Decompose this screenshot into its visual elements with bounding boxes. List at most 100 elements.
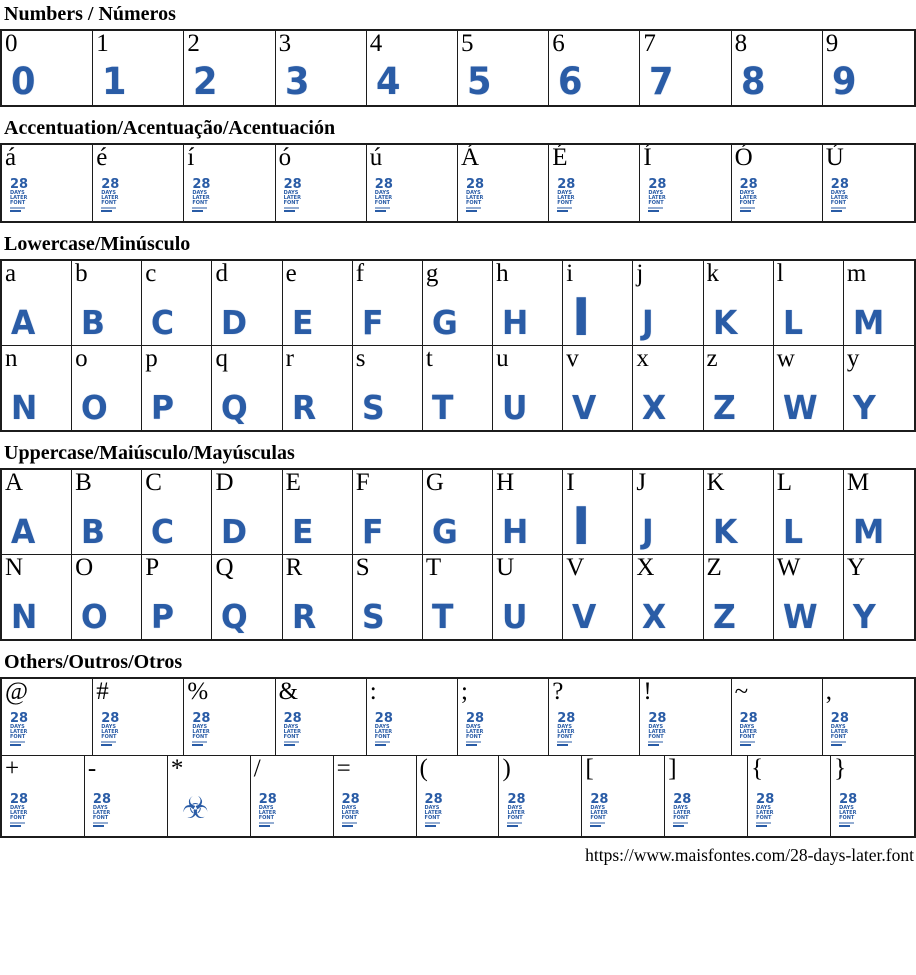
font-glyph: U — [502, 388, 528, 428]
logo-line-later: LATER — [590, 809, 608, 816]
font-glyph: 6 — [558, 59, 583, 103]
font-glyph: M — [852, 512, 885, 552]
logo-line-28: 28 — [756, 792, 775, 808]
logo-line-28: 28 — [341, 792, 360, 808]
plain-character: : — [369, 679, 377, 705]
placeholder-logo: 28 DAYS LATER FONT — [648, 711, 667, 746]
placeholder-logo: 28 DAYS LATER FONT — [557, 711, 576, 746]
plain-character: , — [825, 679, 833, 705]
logo-line-28: 28 — [10, 711, 29, 727]
logo-line-later: LATER — [10, 194, 28, 201]
logo-rule — [673, 822, 689, 824]
logo-line-later: LATER — [465, 194, 484, 201]
font-glyph: Y — [852, 597, 876, 637]
logo-line-font: FONT — [101, 199, 117, 206]
glyph-cell: ] 28 DAYS LATER FONT — [665, 756, 749, 836]
logo-line-28: 28 — [557, 711, 576, 727]
plain-character: d — [215, 261, 228, 287]
plain-character: * — [170, 756, 184, 782]
logo-line-days: DAYS — [648, 189, 664, 196]
logo-line-days: DAYS — [192, 723, 208, 730]
logo-line-font: FONT — [756, 814, 772, 821]
footer-url: https://www.maisfontes.com/28-days-later… — [585, 845, 914, 865]
font-glyph: Q — [221, 388, 249, 428]
plain-character: P — [145, 555, 160, 581]
section-title-numbers: Numbers / Números — [4, 3, 176, 25]
logo-rule — [101, 741, 117, 743]
logo-line-28: 28 — [283, 711, 302, 727]
placeholder-logo: 28 DAYS LATER FONT — [830, 712, 849, 746]
font-glyph: P — [151, 388, 175, 428]
logo-line-later: LATER — [192, 728, 210, 735]
logo-line-days: DAYS — [101, 723, 116, 730]
glyph-cell: ; 28 DAYS LATER FONT — [457, 679, 550, 755]
font-glyph: L — [782, 512, 803, 552]
logo-line-days: DAYS — [258, 804, 274, 811]
logo-line-28: 28 — [465, 711, 485, 727]
plain-character: = — [336, 756, 351, 782]
logo-line-font: FONT — [374, 733, 391, 740]
plain-character: ! — [643, 679, 652, 705]
font-glyph: 8 — [740, 59, 766, 103]
logo-line-28: 28 — [92, 792, 111, 808]
placeholder-logo: 28 DAYS LATER FONT — [756, 792, 775, 827]
logo-rule — [192, 741, 208, 743]
logo-rule — [839, 822, 855, 824]
glyph-cell: % 28 DAYS LATER FONT — [184, 679, 276, 755]
logo-line-28: 28 — [374, 711, 393, 727]
plain-character: Y — [846, 555, 865, 581]
logo-line-later: LATER — [374, 728, 393, 735]
plain-character: b — [75, 261, 88, 287]
logo-line-later: LATER — [739, 194, 757, 201]
logo-underline — [10, 825, 21, 827]
placeholder-logo: 28 DAYS LATER FONT — [92, 792, 111, 827]
logo-line-later: LATER — [10, 728, 28, 735]
logo-line-font: FONT — [557, 733, 573, 740]
logo-underline — [283, 210, 295, 212]
logo-rule — [648, 741, 664, 743]
plain-character: Ú — [825, 145, 844, 171]
logo-underline — [374, 210, 386, 212]
font-glyph: 1 — [102, 59, 127, 103]
logo-underline — [739, 210, 751, 212]
logo-underline — [192, 744, 204, 746]
placeholder-logo: 28 DAYS LATER FONT — [192, 178, 210, 212]
plain-character: í — [187, 145, 195, 171]
logo-line-font: FONT — [192, 199, 208, 206]
font-glyph: 2 — [193, 59, 218, 103]
logo-line-later: LATER — [507, 809, 525, 816]
plain-character: / — [253, 756, 261, 782]
logo-rule — [465, 741, 481, 743]
font-glyph: Z — [712, 597, 736, 637]
plain-character: L — [776, 470, 792, 496]
font-glyph: O — [81, 597, 108, 637]
plain-character: D — [215, 470, 234, 496]
font-glyph: K — [712, 303, 737, 343]
glyph-cell: ú 28 DAYS LATER FONT — [366, 145, 458, 221]
logo-line-28: 28 — [10, 792, 29, 808]
logo-line-font: FONT — [557, 199, 573, 206]
glyph-cell: É 28 DAYS LATER FONT — [549, 145, 641, 221]
font-glyph: 5 — [466, 59, 492, 103]
plain-character: [ — [585, 756, 594, 782]
plain-character: I — [566, 470, 575, 496]
plain-character: Q — [215, 555, 234, 581]
logo-line-28: 28 — [648, 711, 667, 727]
plain-character: v — [566, 346, 579, 372]
plain-character: c — [145, 261, 157, 287]
font-glyph: 9 — [831, 59, 857, 103]
plain-character: T — [425, 555, 442, 581]
font-glyph: Q — [221, 597, 249, 637]
plain-character: ~ — [734, 679, 749, 705]
glyph-row: @28 DAYS LATER FONT #28 DAYS LATER FONT% 28 DAYS L… — [2, 679, 914, 755]
